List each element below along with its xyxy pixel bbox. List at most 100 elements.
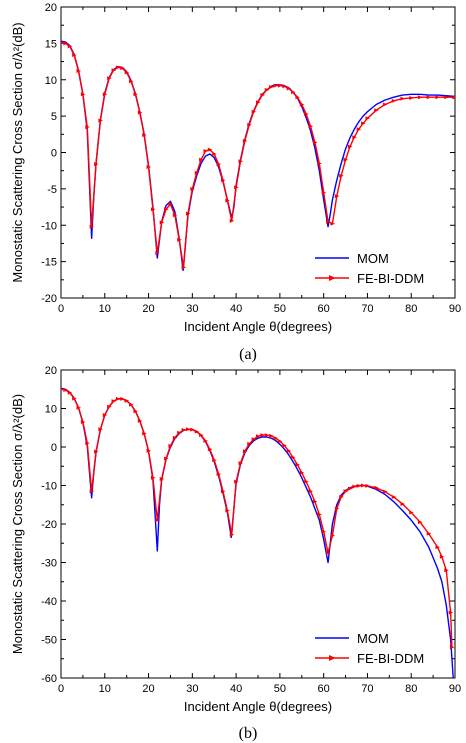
y-tick-label: -30: [41, 558, 57, 570]
x-tick-label: 20: [142, 303, 154, 315]
data-point-marker: [343, 157, 349, 162]
y-tick-label: -5: [47, 184, 57, 196]
series-line: [61, 387, 454, 678]
data-point-marker: [67, 44, 73, 49]
data-point-marker: [194, 429, 200, 434]
data-point-marker: [304, 479, 309, 484]
data-point-marker: [146, 448, 152, 453]
data-point-marker: [199, 157, 204, 162]
x-tick-label: 20: [142, 683, 154, 695]
data-point-marker: [212, 458, 217, 463]
data-point-marker: [347, 144, 353, 149]
data-point-marker: [448, 610, 454, 615]
data-point-marker: [89, 224, 95, 229]
data-point-marker: [308, 124, 314, 129]
series-fe-bi-ddm: [61, 41, 455, 270]
legend-marker: [329, 655, 336, 661]
data-point-marker: [76, 405, 82, 410]
y-tick-label: 20: [45, 365, 57, 377]
data-point-marker: [85, 125, 90, 130]
data-point-marker: [124, 70, 130, 75]
data-point-marker: [94, 162, 99, 167]
data-point-marker: [321, 529, 327, 534]
y-tick-label: 5: [51, 111, 57, 123]
data-point-marker: [247, 122, 252, 127]
data-point-marker: [190, 186, 195, 191]
x-tick-label: 30: [186, 303, 198, 315]
data-point-marker: [444, 95, 449, 100]
data-point-marker: [382, 489, 388, 494]
data-point-marker: [299, 102, 305, 107]
data-point-marker: [234, 479, 239, 484]
data-point-marker: [391, 98, 397, 103]
data-point-marker: [72, 396, 77, 401]
data-point-marker: [326, 550, 331, 555]
x-tick-label: 80: [405, 303, 417, 315]
x-axis-label: Incident Angle θ(degrees): [184, 699, 332, 714]
data-point-marker: [107, 76, 112, 81]
data-point-marker: [409, 95, 414, 100]
y-tick-label: -20: [41, 293, 57, 305]
series-line: [61, 388, 453, 648]
data-point-marker: [374, 108, 379, 113]
data-point-marker: [247, 441, 252, 446]
x-tick-label: 50: [274, 303, 286, 315]
data-point-marker: [374, 485, 379, 490]
data-point-marker: [426, 531, 432, 536]
data-point-marker: [251, 437, 257, 442]
x-tick-label: 90: [449, 303, 461, 315]
x-axis-label: Incident Angle θ(degrees): [184, 319, 332, 334]
data-point-marker: [330, 533, 335, 538]
data-point-marker: [352, 484, 357, 489]
data-point-marker: [181, 428, 187, 433]
data-point-marker: [63, 41, 68, 46]
data-point-marker: [98, 118, 103, 123]
data-point-marker: [164, 456, 169, 461]
legend-label: FE-BI-DDM: [357, 271, 424, 286]
data-point-marker: [312, 499, 318, 504]
data-point-marker: [185, 211, 191, 216]
x-tick-label: 0: [58, 683, 64, 695]
y-tick-label: 0: [51, 148, 57, 160]
data-point-marker: [444, 568, 449, 573]
x-tick-label: 40: [230, 683, 242, 695]
data-point-marker: [120, 66, 125, 71]
data-point-marker: [94, 449, 99, 454]
data-point-marker: [80, 419, 86, 424]
data-point-marker: [107, 404, 112, 409]
data-point-marker: [63, 388, 68, 393]
data-point-marker: [264, 87, 270, 92]
x-tick-label: 30: [186, 683, 198, 695]
data-point-marker: [80, 92, 86, 97]
data-point-marker: [339, 173, 344, 178]
data-point-marker: [115, 396, 121, 401]
data-point-marker: [400, 501, 405, 506]
data-point-marker: [400, 96, 405, 101]
data-point-marker: [299, 470, 305, 475]
x-tick-label: 50: [274, 683, 286, 695]
data-point-marker: [439, 554, 445, 559]
data-point-marker: [150, 475, 156, 480]
data-point-marker: [111, 68, 117, 73]
x-tick-label: 10: [99, 303, 111, 315]
data-point-marker: [76, 69, 82, 74]
data-point-marker: [356, 127, 362, 132]
series-mom: [61, 40, 455, 272]
data-point-marker: [242, 138, 248, 143]
data-point-marker: [334, 506, 340, 511]
data-point-marker: [339, 495, 344, 500]
panel-caption: (b): [239, 725, 258, 742]
x-tick-label: 70: [361, 303, 373, 315]
data-point-marker: [347, 486, 353, 491]
data-point-marker: [361, 121, 366, 126]
y-tick-label: -50: [41, 635, 57, 647]
x-tick-label: 0: [58, 303, 64, 315]
plot-frame: [60, 6, 456, 299]
data-point-marker: [286, 86, 292, 91]
data-point-marker: [282, 84, 287, 89]
legend-label: MOM: [357, 631, 389, 646]
data-point-marker: [426, 95, 432, 100]
legend-label: MOM: [357, 251, 389, 266]
data-point-marker: [238, 461, 243, 466]
data-point-marker: [194, 170, 200, 175]
